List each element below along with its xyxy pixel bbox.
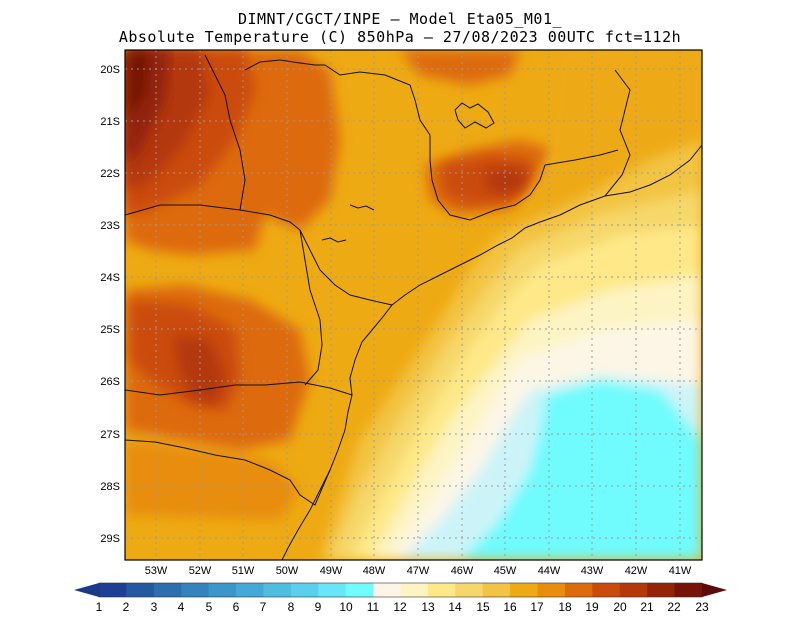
map-frame	[124, 49, 703, 561]
colorbar-label: 8	[288, 600, 295, 614]
colorbar-label: 14	[448, 600, 462, 614]
colorbar-segment	[427, 583, 456, 597]
colorbar-segment	[455, 583, 484, 597]
colorbar-label: 5	[206, 600, 213, 614]
colorbar-label: 13	[421, 600, 435, 614]
colorbar-segment	[510, 583, 539, 597]
colorbar-segment	[373, 583, 402, 597]
temperature-zone-16c-northeast	[520, 50, 702, 230]
colorbar-segment	[647, 583, 676, 597]
colorbar-label: 21	[640, 600, 654, 614]
lat-label: 29S	[100, 533, 120, 545]
colorbar-label: 6	[233, 600, 240, 614]
temperature-zone-22c	[125, 50, 150, 120]
state-border-sc-rs	[125, 439, 331, 506]
colorbar-label: 9	[315, 600, 322, 614]
lon-label: 49W	[320, 565, 343, 577]
colorbar-segment	[236, 583, 265, 597]
boundaries	[125, 54, 702, 560]
map-title-line-1: DIMNT/CGCT/INPE – Model Eta05_M01_	[237, 10, 563, 28]
colorbar-label: 22	[667, 600, 681, 614]
lon-label: 45W	[494, 565, 517, 577]
river-parana	[204, 54, 246, 211]
lat-label: 23S	[100, 220, 120, 232]
lon-label: 52W	[189, 565, 212, 577]
colorbar-segment	[290, 583, 319, 597]
colorbar-label: 17	[530, 600, 544, 614]
colorbar-segment	[181, 583, 210, 597]
colorbar-segment	[318, 583, 347, 597]
state-border-sp-pr	[299, 229, 393, 306]
colorbar-segment	[153, 583, 182, 597]
colorbar: 1 2 3 4 5 6 7 8 9 10 11 12 13 14 15 16 1…	[74, 582, 727, 614]
lon-label: 50W	[276, 565, 299, 577]
colorbar-segment	[674, 583, 703, 597]
colorbar-label: 7	[260, 600, 267, 614]
lat-label: 27S	[100, 429, 120, 441]
colorbar-segment	[263, 583, 292, 597]
colorbar-label: 15	[476, 600, 490, 614]
lon-label: 44W	[538, 565, 561, 577]
lon-label: 47W	[407, 565, 430, 577]
colorbar-label: 20	[613, 600, 627, 614]
lat-label: 26S	[100, 376, 120, 388]
longitude-labels: 53W 52W 51W 50W 49W 48W 47W 46W 45W 44W …	[145, 565, 692, 577]
colorbar-label: 2	[123, 600, 130, 614]
state-border-pr-paraguay	[299, 229, 323, 386]
temperature-zone-17c-south	[125, 440, 300, 520]
colorbar-segment	[126, 583, 155, 597]
colorbar-label: 11	[367, 600, 380, 614]
map-title-line-2: Absolute Temperature (C) 850hPa – 27/08/…	[118, 28, 682, 46]
reservoir-capivara	[321, 237, 347, 243]
colorbar-segment	[537, 583, 566, 597]
lon-label: 43W	[581, 565, 604, 577]
colorbar-label: 16	[503, 600, 517, 614]
colorbar-segment	[619, 583, 648, 597]
lon-label: 48W	[363, 565, 386, 577]
lat-label: 25S	[100, 324, 120, 336]
lon-label: 53W	[145, 565, 168, 577]
colorbar-low-arrow	[74, 583, 99, 597]
coastline	[281, 144, 702, 560]
colorbar-segment	[208, 583, 237, 597]
colorbar-label: 12	[393, 600, 407, 614]
colorbar-label: 23	[695, 600, 709, 614]
colorbar-label: 18	[558, 600, 572, 614]
state-border-mg-rj	[544, 149, 619, 166]
state-border-pr-sc	[125, 381, 353, 396]
latitude-labels: 20S 21S 22S 23S 24S 25S 26S 27S 28S 29S	[100, 64, 120, 545]
lat-lon-grid	[125, 50, 702, 560]
state-border-sp-mg	[324, 64, 546, 221]
lat-label: 21S	[100, 116, 120, 128]
colorbar-label: 4	[178, 600, 185, 614]
lat-label: 24S	[100, 272, 120, 284]
colorbar-high-arrow	[702, 583, 727, 597]
colorbar-segment	[564, 583, 593, 597]
lon-label: 46W	[451, 565, 474, 577]
state-border-ms-sp	[244, 59, 325, 71]
colorbar-segment	[482, 583, 511, 597]
colorbar-segment	[345, 583, 374, 597]
temperature-field	[125, 50, 702, 560]
colorbar-label: 1	[96, 600, 103, 614]
temperature-zone-9c	[460, 380, 702, 560]
colorbar-label: 19	[585, 600, 599, 614]
temperature-zone-18c-north	[400, 50, 520, 85]
lat-label: 20S	[100, 64, 120, 76]
temperature-zone-20c-east	[485, 168, 528, 195]
lat-label: 28S	[100, 481, 120, 493]
lake-furnas	[454, 102, 495, 129]
colorbar-label: 3	[151, 600, 158, 614]
colorbar-segment	[400, 583, 429, 597]
state-border-mg-es	[604, 69, 631, 197]
reservoir-jurumirim	[349, 204, 375, 211]
lon-label: 42W	[625, 565, 648, 577]
lon-label: 51W	[232, 565, 255, 577]
colorbar-segment	[99, 583, 128, 597]
colorbar-label: 10	[339, 600, 353, 614]
lat-label: 22S	[100, 168, 120, 180]
colorbar-segment	[592, 583, 621, 597]
lon-label: 41W	[669, 565, 692, 577]
